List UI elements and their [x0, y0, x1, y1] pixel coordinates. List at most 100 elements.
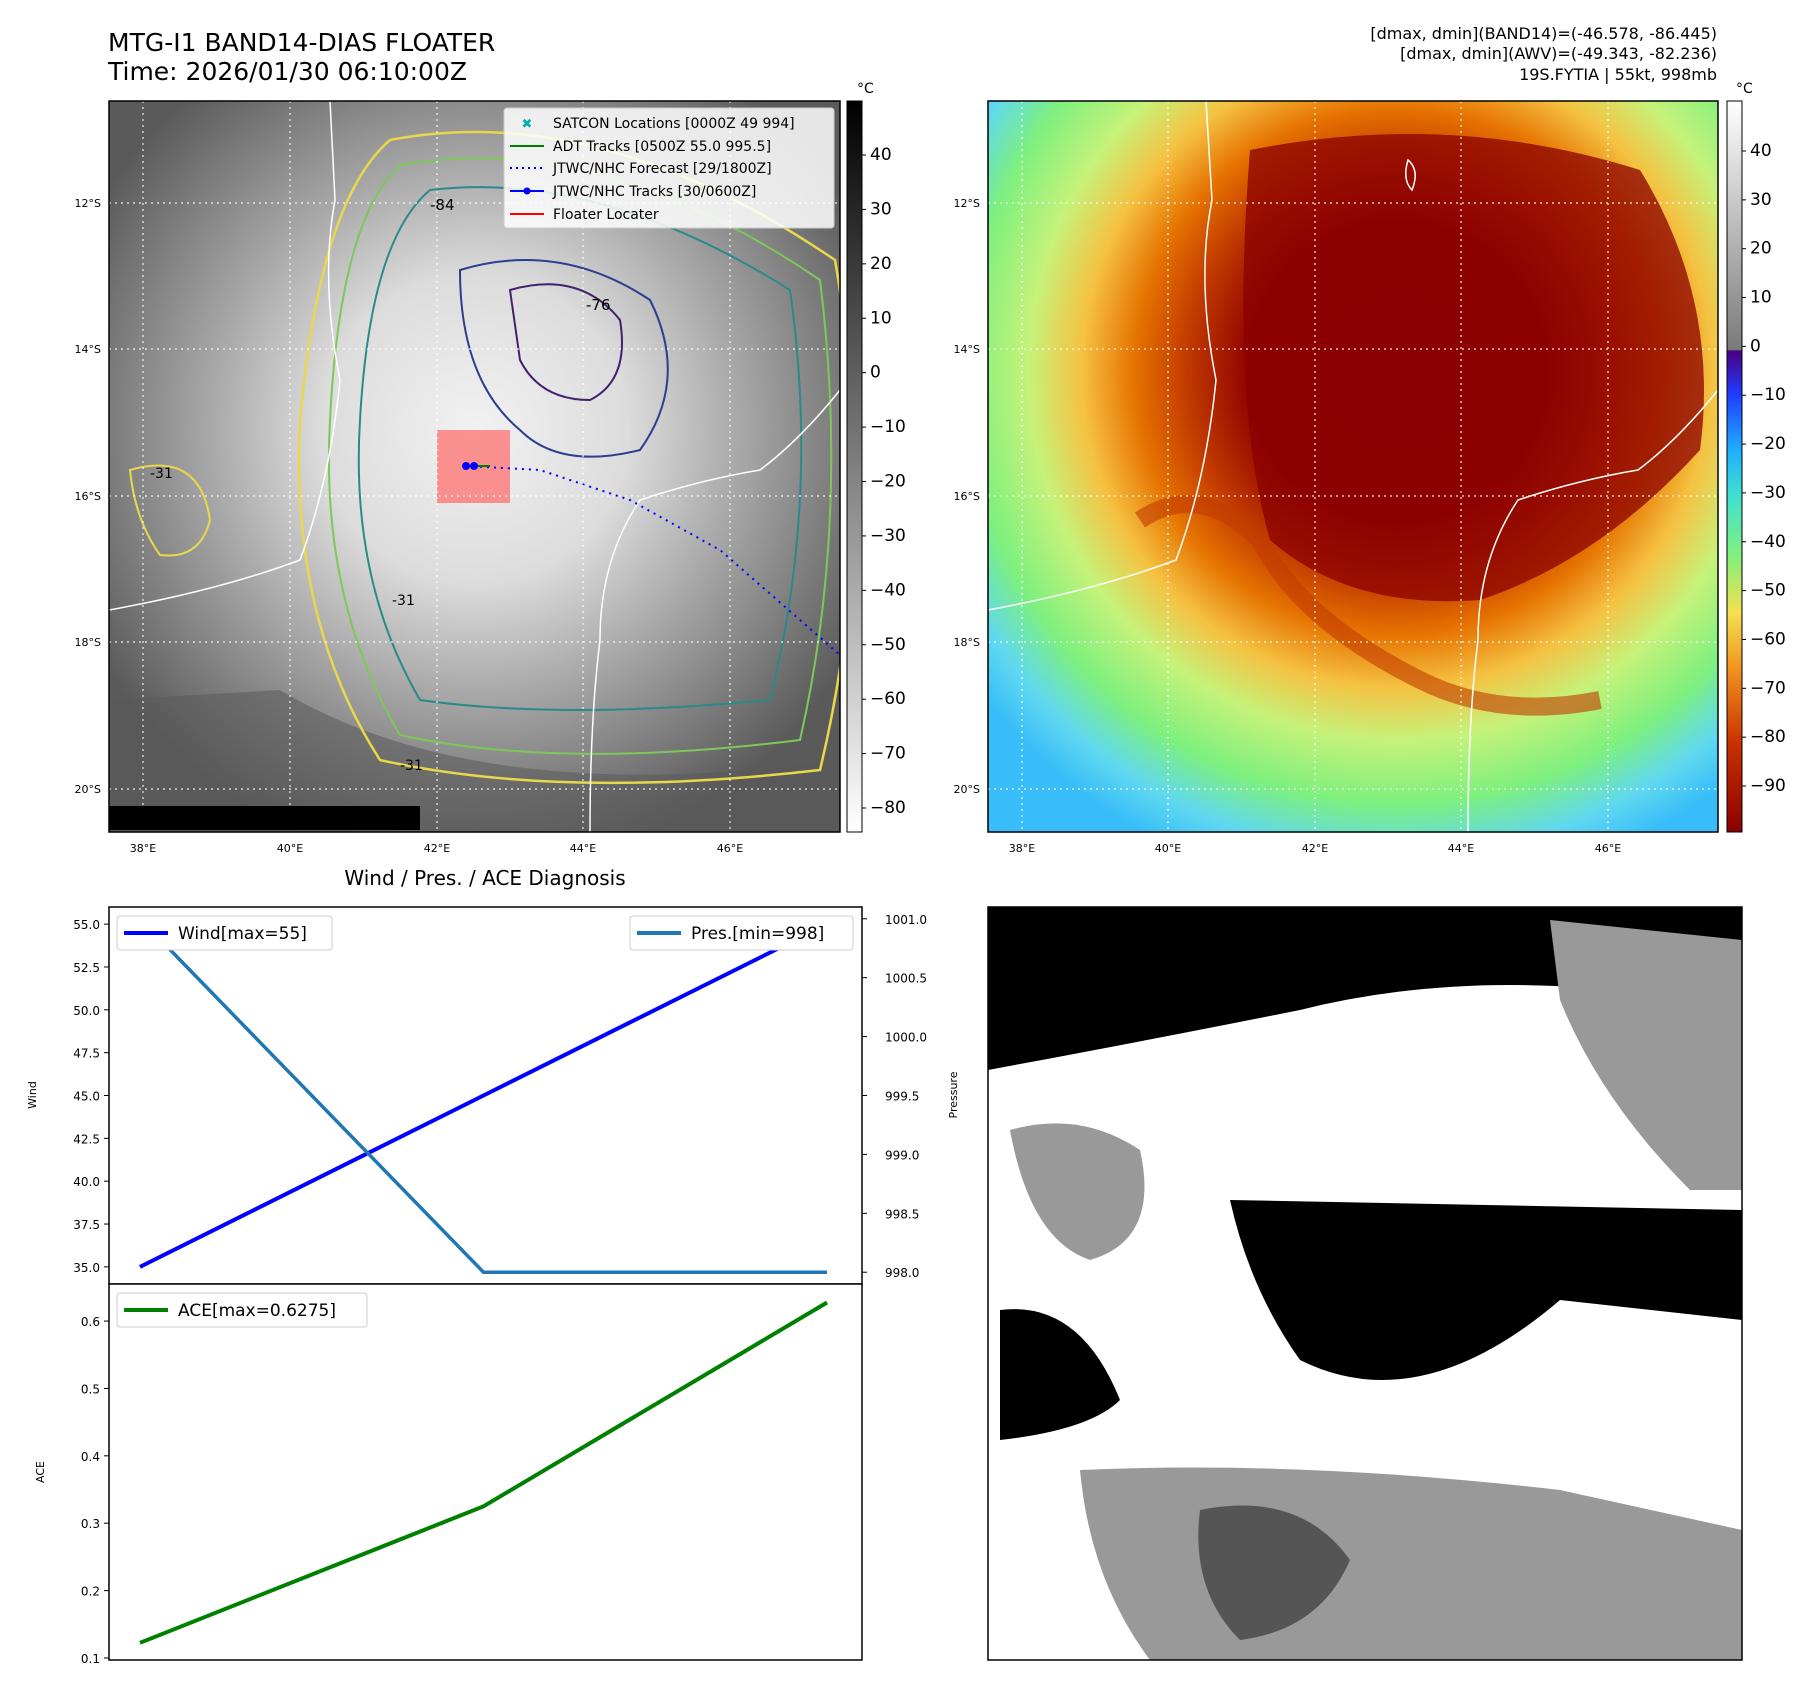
- diagnosis-title: Wind / Pres. / ACE Diagnosis: [344, 866, 625, 890]
- wind-tick: 55.0: [73, 918, 100, 932]
- wind-legend-box: [116, 915, 333, 951]
- ace-legend-box: [116, 1292, 368, 1328]
- lat-tick: 16°S: [75, 490, 101, 503]
- pressure-tick: 999.5: [885, 1090, 919, 1104]
- copyright-badge: [109, 806, 420, 830]
- pressure-axis-ticks: 1001.0 1000.5 1000.0 999.5 999.0 998.5 998.0: [862, 913, 927, 1280]
- jtwc-position-prev: [470, 462, 478, 470]
- lon-tick: 40°E: [1155, 842, 1181, 855]
- colorbar-left-ticks: 40 30 20 10 0 −10 −20 −30 −40 −50 −60 −70 −80: [862, 145, 906, 818]
- band14-frame: [108, 100, 841, 833]
- southern-clear-area: [109, 690, 840, 832]
- ace-legend: ACE[max=0.6275]: [116, 1292, 368, 1328]
- colorbar-left-tick: −10: [870, 417, 906, 437]
- wind-tick: 45.0: [73, 1090, 100, 1104]
- figure-title: MTG-I1 BAND14-DIAS FLOATER: [108, 28, 495, 57]
- lat-tick: 18°S: [75, 636, 101, 649]
- coastline-madagascar: [589, 389, 840, 832]
- legend-tracks: JTWC/NHC Tracks [30/0600Z]: [552, 184, 756, 200]
- colorbar-left-tick: −50: [870, 635, 906, 655]
- wmg-panel: WMG Count: 0: [987, 906, 1743, 1661]
- wind-tick: 42.5: [73, 1132, 100, 1146]
- colorbar-left-tick: −60: [870, 689, 906, 709]
- stats-awv: [dmax, dmin](AWV)=(-49.343, -82.236): [1400, 44, 1717, 63]
- pressure-legend-box: [629, 915, 854, 951]
- pressure-tick: 1000.5: [885, 972, 927, 986]
- lat-tick: 20°S: [954, 783, 980, 796]
- colorbar-left-tick: −80: [870, 798, 906, 818]
- legend-forecast: JTWC/NHC Forecast [29/1800Z]: [552, 161, 772, 177]
- contour-label-4: -31: [392, 593, 415, 609]
- lon-tick: 44°E: [1448, 842, 1474, 855]
- map-right-y-ticks: 12°S 14°S 16°S 18°S 20°S: [954, 197, 980, 796]
- map-right-x-ticks: 38°E 40°E 42°E 44°E 46°E: [1009, 842, 1621, 855]
- colorbar-right-unit: °C: [1736, 81, 1753, 97]
- colorbar-right-tick: −20: [1750, 434, 1786, 454]
- wmg-region-dark: [1198, 1505, 1350, 1640]
- wind-series-line: [139, 922, 828, 1269]
- lon-tick: 46°E: [717, 842, 743, 855]
- lat-tick: 14°S: [954, 343, 980, 356]
- lon-tick: 38°E: [130, 842, 156, 855]
- legend-adt: ADT Tracks [0500Z 55.0 995.5]: [553, 139, 771, 155]
- colorbar-right-tick: 0: [1750, 336, 1761, 356]
- colorbar-right-tick: −80: [1750, 727, 1786, 747]
- colorbar-right-tick: 10: [1750, 288, 1772, 308]
- wind-tick: 47.5: [73, 1047, 100, 1061]
- wind-ylabel: Wind: [26, 1081, 39, 1109]
- ace-tick: 0.3: [81, 1517, 100, 1531]
- colorbar-right-tick: −50: [1750, 581, 1786, 601]
- colorbar-right-tick: −90: [1750, 776, 1786, 796]
- track-legend: ✖ SATCON Locations [0000Z 49 994] ADT Tr…: [503, 107, 835, 229]
- contour-inner-navy: [458, 259, 669, 458]
- pressure-tick: 998.0: [885, 1266, 919, 1280]
- wind-tick: 50.0: [73, 1004, 100, 1018]
- lon-tick: 42°E: [424, 842, 450, 855]
- colorbar-right-tick: 40: [1750, 141, 1772, 161]
- colorbar-right-tick: 30: [1750, 190, 1772, 210]
- pressure-tick: 1001.0: [885, 913, 927, 927]
- lon-tick: 46°E: [1595, 842, 1621, 855]
- pressure-series-line: [138, 917, 827, 1274]
- wmg-region-black: [1230, 1200, 1742, 1380]
- pressure-ylabel: Pressure: [947, 1071, 960, 1118]
- wind-legend: Wind[max=55]: [116, 915, 333, 951]
- wmg-count-badge: [997, 919, 1177, 951]
- contour-teal: [357, 186, 803, 711]
- contour-label-1: -76: [586, 296, 611, 314]
- contour-west-cell: [128, 464, 212, 557]
- wmg-region-gray: [1550, 920, 1742, 1190]
- colorbar-right-tick: 20: [1750, 239, 1772, 259]
- pressure-tick: 999.0: [885, 1148, 919, 1162]
- lat-tick: 18°S: [954, 636, 980, 649]
- lon-tick: 44°E: [570, 842, 596, 855]
- wind-tick: 40.0: [73, 1175, 100, 1189]
- awv-frame: [987, 100, 1719, 833]
- ace-tick: 0.5: [81, 1382, 100, 1396]
- lat-tick: 16°S: [954, 490, 980, 503]
- colorbar-left-tick: 0: [870, 363, 881, 383]
- ace-series-line: [139, 1300, 829, 1645]
- pressure-tick: 998.5: [885, 1207, 919, 1221]
- colorbar-right-tick: −60: [1750, 629, 1786, 649]
- figure-time: Time: 2026/01/30 06:10:00Z: [107, 57, 467, 86]
- lat-tick: 12°S: [954, 197, 980, 210]
- colorbar-left-tick: 40: [870, 145, 892, 165]
- wind-legend-label: Wind[max=55]: [178, 924, 307, 944]
- map-left-y-ticks: 12°S 14°S 16°S 18°S 20°S: [75, 197, 101, 796]
- lat-tick: 14°S: [75, 343, 101, 356]
- lat-tick: 12°S: [75, 197, 101, 210]
- lon-tick: 40°E: [277, 842, 303, 855]
- legend-box: [503, 107, 835, 229]
- coastline-west-right: [988, 101, 1217, 611]
- legend-floater: Floater Locater: [553, 207, 659, 223]
- diagnosis-chart: Wind / Pres. / ACE Diagnosis 55.0 52.5 50.…: [26, 866, 960, 1666]
- map-left-x-ticks: 38°E 40°E 42°E 44°E 46°E: [130, 842, 743, 855]
- band14-map: -76 -84 -31 -31 -31 ✖ SATCON Locations […: [75, 81, 906, 855]
- ace-axes: [108, 1283, 863, 1661]
- contour-label-2: -84: [430, 196, 455, 214]
- ace-ylabel: ACE: [34, 1461, 47, 1483]
- wmg-frame: [987, 906, 1743, 1661]
- wmg-count-text: WMG Count: 0: [1007, 925, 1160, 947]
